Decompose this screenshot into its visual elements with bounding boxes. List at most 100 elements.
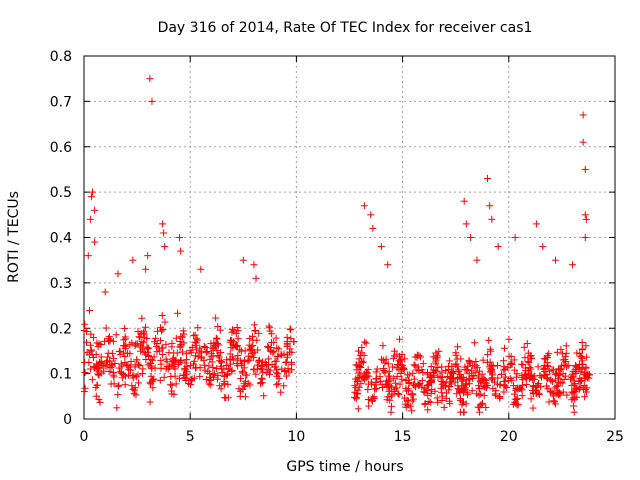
data-point — [246, 335, 254, 343]
data-point — [382, 381, 390, 389]
data-point — [424, 368, 432, 376]
data-point — [187, 376, 195, 384]
data-point — [131, 342, 139, 350]
data-point — [356, 351, 364, 359]
data-point — [525, 367, 533, 375]
data-point — [86, 215, 94, 223]
data-point — [213, 365, 221, 373]
data-point — [462, 366, 470, 374]
data-point — [88, 188, 96, 196]
data-point — [177, 341, 185, 349]
data-point — [201, 366, 209, 374]
data-point — [213, 335, 221, 343]
data-point — [114, 270, 122, 278]
data-point — [246, 381, 254, 389]
data-point — [494, 361, 502, 369]
data-point — [270, 338, 278, 346]
data-point — [89, 354, 97, 362]
data-point — [410, 375, 418, 383]
data-point — [506, 375, 514, 383]
data-point — [521, 354, 529, 362]
data-point — [409, 390, 417, 398]
data-point — [280, 350, 288, 358]
data-point — [409, 369, 417, 377]
data-point — [147, 372, 155, 380]
data-point — [168, 343, 176, 351]
data-point — [113, 404, 121, 412]
data-point — [262, 361, 270, 369]
data-point — [133, 356, 141, 364]
data-point — [152, 334, 160, 342]
data-point — [463, 391, 471, 399]
x-tick-label: 25 — [606, 429, 624, 445]
data-point — [96, 358, 104, 366]
data-point — [165, 363, 173, 371]
data-point — [576, 350, 584, 358]
y-tick-label: 0.1 — [50, 367, 72, 383]
data-point — [217, 362, 225, 370]
data-point — [237, 347, 245, 355]
data-point — [205, 380, 213, 388]
data-point — [396, 357, 404, 365]
data-point — [252, 370, 260, 378]
data-point — [361, 370, 369, 378]
data-point — [87, 193, 95, 201]
data-point — [203, 348, 211, 356]
data-point — [192, 363, 200, 371]
data-point — [102, 324, 110, 332]
data-point — [496, 381, 504, 389]
data-point — [407, 390, 415, 398]
data-point — [207, 352, 215, 360]
data-point — [144, 351, 152, 359]
data-point — [167, 381, 175, 389]
data-point — [462, 220, 470, 228]
data-point — [359, 374, 367, 382]
data-point — [454, 366, 462, 374]
data-point — [539, 243, 547, 251]
data-point — [101, 288, 109, 296]
data-point — [170, 390, 178, 398]
data-point — [206, 355, 214, 363]
data-point — [500, 388, 508, 396]
data-point — [484, 175, 492, 183]
data-point — [511, 234, 519, 241]
data-point — [355, 373, 363, 381]
data-point — [122, 335, 130, 343]
data-point — [486, 202, 494, 210]
data-point — [354, 405, 362, 413]
data-point — [287, 335, 295, 343]
data-point — [578, 357, 586, 365]
data-point — [501, 365, 509, 373]
data-point — [193, 346, 201, 354]
data-point — [507, 352, 515, 360]
data-point — [214, 322, 222, 330]
data-point — [250, 321, 258, 329]
data-point — [280, 382, 288, 390]
data-point — [148, 356, 156, 364]
data-point — [240, 358, 248, 366]
data-point — [408, 397, 416, 405]
data-point — [438, 368, 446, 376]
data-point — [257, 380, 265, 388]
data-point — [93, 365, 101, 373]
chart-title: Day 316 of 2014, Rate Of TEC Index for r… — [158, 20, 533, 36]
data-point — [361, 338, 369, 346]
data-point — [411, 362, 419, 370]
data-point — [424, 406, 432, 414]
data-point — [372, 368, 380, 376]
data-point — [132, 373, 140, 381]
data-point — [286, 348, 294, 356]
data-point — [236, 392, 244, 400]
data-point — [414, 363, 422, 371]
data-point — [233, 355, 241, 363]
data-point — [86, 341, 94, 349]
data-point — [442, 389, 450, 397]
data-point — [425, 397, 433, 405]
data-point — [158, 311, 166, 319]
data-point — [81, 320, 89, 328]
data-point — [157, 364, 165, 372]
data-point — [501, 373, 509, 381]
data-point — [142, 323, 150, 331]
x-tick-label: 5 — [186, 429, 195, 445]
data-point — [421, 384, 429, 392]
